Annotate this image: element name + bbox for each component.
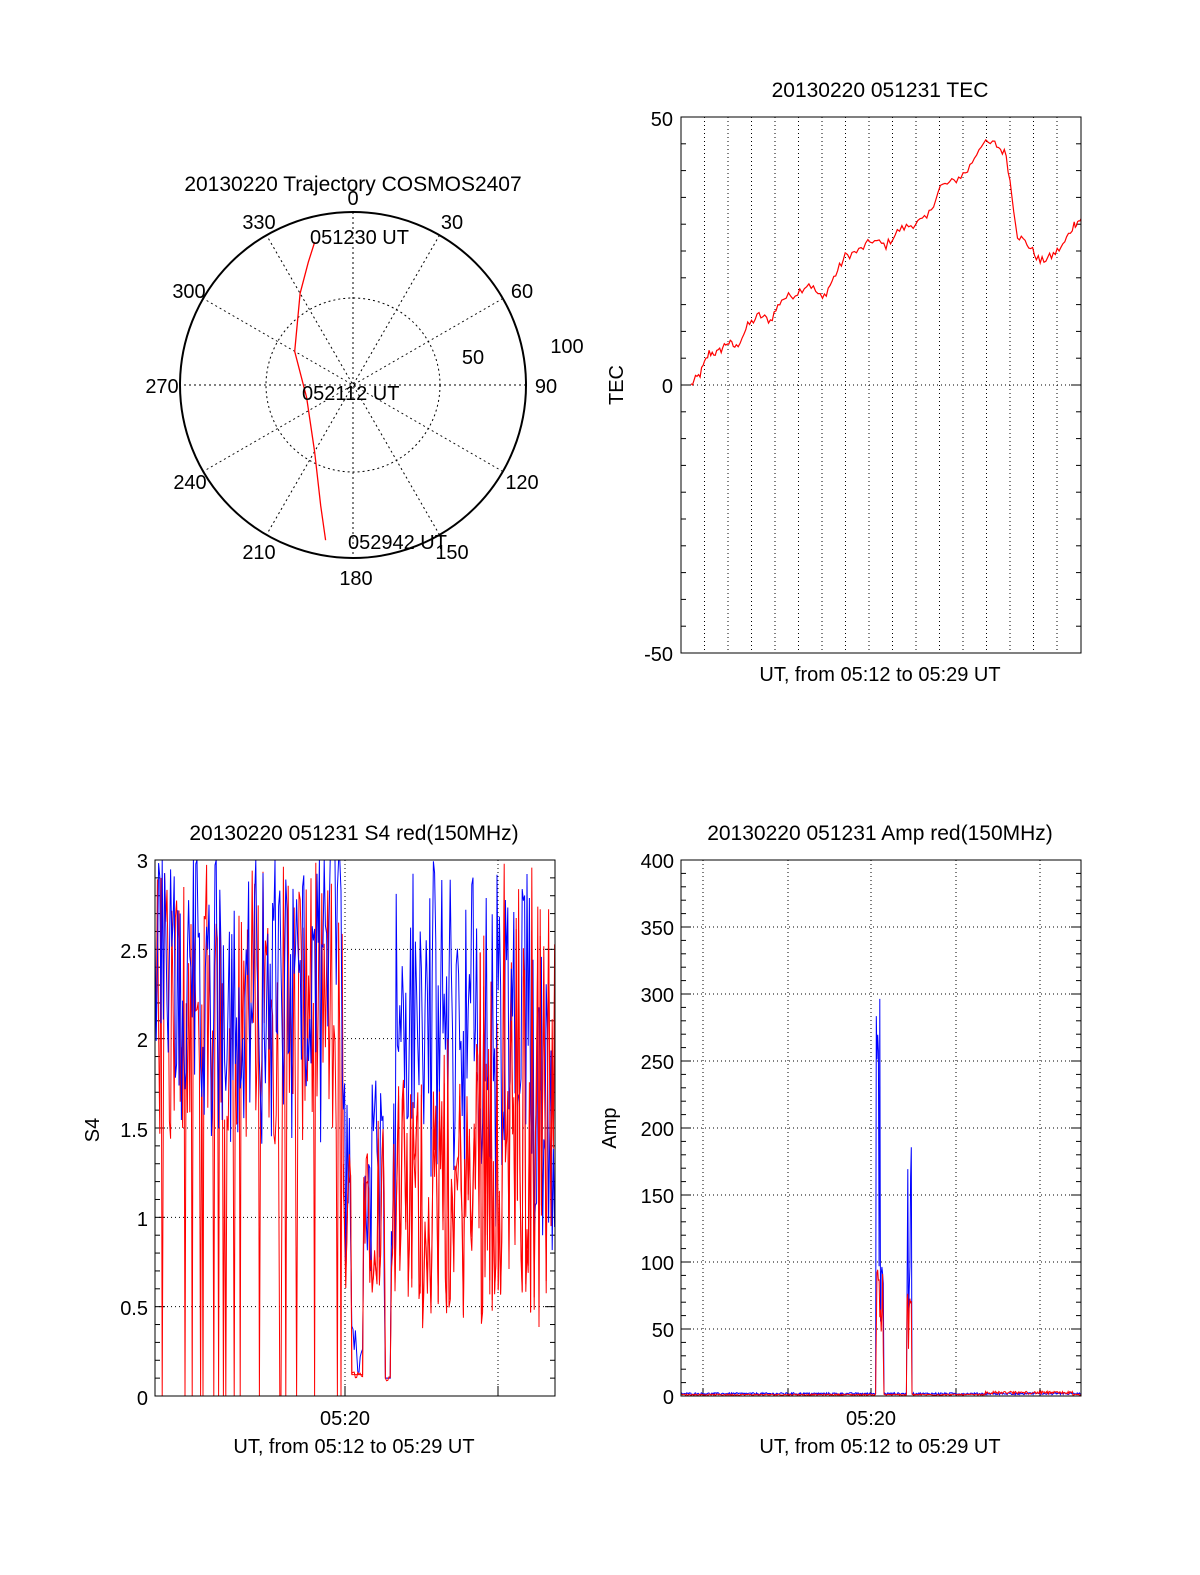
amp-ytick-300: 300 <box>641 985 674 1007</box>
radius-label-100: 100 <box>550 336 583 358</box>
amp-red-series <box>680 1269 1081 1397</box>
tec-ytick-minus50: -50 <box>644 644 673 666</box>
amp-ytick-100: 100 <box>641 1253 674 1275</box>
end-time-annotation: 052942 UT <box>348 532 447 554</box>
amp-ytick-150: 150 <box>641 1186 674 1208</box>
tec-ylabel: TEC <box>606 365 628 405</box>
s4-ytick-0: 0 <box>137 1388 148 1410</box>
az-label-0: 0 <box>347 188 358 210</box>
az-label-240: 240 <box>173 472 206 494</box>
polar-azimuth-labels: 0 30 60 90 120 150 180 210 240 270 300 3… <box>145 188 557 590</box>
s4-ylabel: S4 <box>82 1118 104 1142</box>
amp-plot-frame <box>680 859 1082 1397</box>
s4-ytick-2.5: 2.5 <box>120 941 148 963</box>
tec-ytick-0: 0 <box>662 376 673 398</box>
az-label-120: 120 <box>505 472 538 494</box>
amp-xlabel: UT, from 05:12 to 05:29 UT <box>759 1436 1000 1458</box>
az-label-60: 60 <box>511 281 533 303</box>
amp-ytick-200: 200 <box>641 1119 674 1141</box>
tec-series-line <box>690 138 1082 386</box>
s4-ytick-1: 1 <box>137 1209 148 1231</box>
s4-ytick-3: 3 <box>137 851 148 873</box>
az-label-150: 150 <box>435 542 468 564</box>
s4-ytick-0.5: 0.5 <box>120 1298 148 1320</box>
amp-ytick-400: 400 <box>641 851 674 873</box>
tec-panel: 20130220 051231 TEC 50 0 -50 TEC UT, fro… <box>606 79 1082 686</box>
s4-red-series-overlay <box>342 863 556 1382</box>
tec-title: 20130220 051231 TEC <box>772 79 989 102</box>
s4-xlabel: UT, from 05:12 to 05:29 UT <box>233 1436 474 1458</box>
polar-title: 20130220 Trajectory COSMOS2407 <box>184 173 521 196</box>
polar-trajectory-line <box>294 241 327 541</box>
amp-ylabel: Amp <box>599 1107 621 1148</box>
tec-xlabel: UT, from 05:12 to 05:29 UT <box>759 664 1000 686</box>
tec-ytick-50: 50 <box>651 109 673 131</box>
amp-ytick-350: 350 <box>641 918 674 940</box>
az-label-30: 30 <box>441 212 463 234</box>
amp-xtick-0520: 05:20 <box>846 1408 896 1430</box>
s4-xtick-0520: 05:20 <box>320 1408 370 1430</box>
az-label-270: 270 <box>145 376 178 398</box>
s4-panel: 20130220 051231 S4 red(150MHz) 3 2.5 2 1… <box>82 822 556 1458</box>
az-label-300: 300 <box>172 281 205 303</box>
mid-time-annotation: 052112 UT <box>302 383 399 405</box>
amp-panel: 20130220 051231 Amp red(150MHz) 400 350 … <box>599 822 1082 1458</box>
amp-ytick-250: 250 <box>641 1052 674 1074</box>
polar-panel: 20130220 Trajectory COSMOS2407 0 30 60 9… <box>145 173 583 590</box>
az-label-180: 180 <box>339 568 372 590</box>
amp-blue-series <box>680 998 1081 1396</box>
az-label-90: 90 <box>535 376 557 398</box>
amp-ticks <box>681 859 1081 1397</box>
tec-grid <box>681 117 1081 653</box>
s4-plot-frame <box>154 859 556 1397</box>
amp-ytick-0: 0 <box>663 1387 674 1409</box>
s4-ytick-2: 2 <box>137 1030 148 1052</box>
radius-label-50: 50 <box>462 347 484 369</box>
s4-title: 20130220 051231 S4 red(150MHz) <box>189 822 518 845</box>
amp-title: 20130220 051231 Amp red(150MHz) <box>707 822 1053 845</box>
s4-ytick-1.5: 1.5 <box>120 1120 148 1142</box>
amp-ytick-50: 50 <box>652 1320 674 1342</box>
az-label-210: 210 <box>242 542 275 564</box>
start-time-annotation: 051230 UT <box>310 227 409 249</box>
tec-plot-frame <box>680 116 1082 654</box>
az-label-330: 330 <box>242 212 275 234</box>
